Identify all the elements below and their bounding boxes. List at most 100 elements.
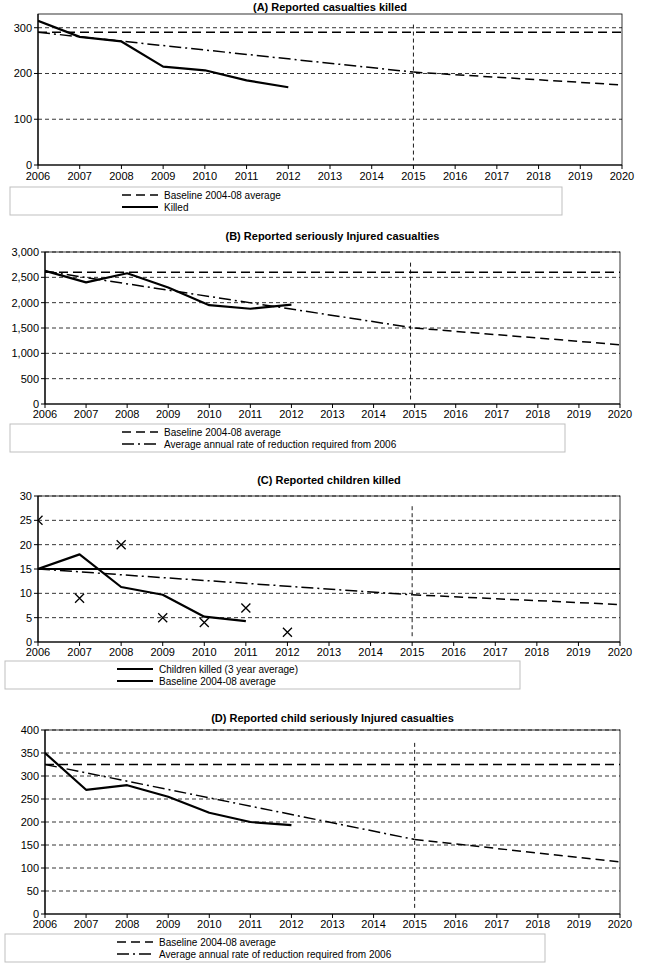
x-tick <box>455 165 456 169</box>
data-line <box>413 72 622 85</box>
plot-area <box>45 743 620 909</box>
y-tick-label: 100 <box>14 113 32 125</box>
grid-line <box>38 569 620 570</box>
x-tick-label: 2016 <box>443 408 467 420</box>
x-tick-label: 2020 <box>610 170 634 182</box>
y-tick-label: 200 <box>14 67 32 79</box>
x-tick <box>538 165 539 169</box>
plot-frame <box>38 14 622 165</box>
x-tick-label: 2014 <box>358 646 382 658</box>
grid-line <box>45 302 620 303</box>
x-tick-label: 2011 <box>235 170 259 182</box>
legend-label: Killed <box>164 202 188 213</box>
chart-panel: (A) Reported casualties killed0100200300… <box>10 1 634 215</box>
y-tick-label: 25 <box>20 514 32 526</box>
x-tick-label: 2018 <box>525 646 549 658</box>
y-tick-label: 300 <box>21 770 39 782</box>
y-axis <box>37 14 38 165</box>
x-tick <box>580 165 581 169</box>
x-tick-label: 2016 <box>443 170 467 182</box>
x-tick-label: 2006 <box>33 918 57 930</box>
legend-symbol <box>117 680 153 682</box>
x-tick <box>79 165 80 169</box>
x-tick-label: 2018 <box>526 918 550 930</box>
legend-label: Baseline 2004-08 average <box>159 676 276 687</box>
x-tick-label: 2011 <box>239 918 263 930</box>
legend-label: Baseline 2004-08 average <box>159 937 276 948</box>
x-tick-label: 2014 <box>361 918 385 930</box>
plot-area <box>45 263 620 400</box>
y-tick-label: 2,500 <box>11 271 39 283</box>
x-tick-label: 2014 <box>361 408 385 420</box>
data-line <box>38 569 412 595</box>
x-tick <box>163 165 164 169</box>
data-line <box>45 765 415 840</box>
y-tick-label: 350 <box>21 747 39 759</box>
reference-line <box>412 506 413 637</box>
data-line <box>45 764 620 766</box>
data-line <box>45 271 291 309</box>
y-tick-label: 30 <box>20 490 32 502</box>
y-tick-label: 150 <box>21 839 39 851</box>
grid-line <box>45 277 620 278</box>
legend: Baseline 2004-08 averageAverage annual r… <box>5 934 545 962</box>
y-tick-label: 250 <box>21 793 39 805</box>
x-tick-label: 2015 <box>401 170 425 182</box>
data-line <box>415 328 620 345</box>
x-tick-label: 2020 <box>608 646 632 658</box>
legend-label: Average annual rate of reduction require… <box>164 439 397 450</box>
x-tick-label: 2017 <box>485 918 509 930</box>
grid-line <box>45 799 620 800</box>
x-tick-label: 2008 <box>109 170 133 182</box>
y-tick-label: 15 <box>20 563 32 575</box>
y-tick-label: 20 <box>20 539 32 551</box>
x-tick <box>413 165 414 169</box>
x-tick-label: 2020 <box>608 918 632 930</box>
legend-box <box>10 187 562 215</box>
x-tick-label: 2010 <box>197 918 221 930</box>
x-tick-label: 2013 <box>320 408 344 420</box>
legend-symbol <box>122 194 158 196</box>
grid-line <box>38 520 620 521</box>
y-axis <box>44 730 45 914</box>
x-tick-label: 2018 <box>526 170 550 182</box>
x-tick <box>38 165 39 169</box>
legend-label: Baseline 2004-08 average <box>164 190 281 201</box>
x-tick-label: 2017 <box>485 408 509 420</box>
x-tick-label: 2009 <box>151 170 175 182</box>
plot-frame <box>38 496 620 642</box>
chart-title: (C) Reported children killed <box>257 474 401 486</box>
legend: Children killed (3 year average)Baseline… <box>5 661 520 689</box>
reference-line <box>410 263 411 400</box>
x-tick-label: 2015 <box>400 646 424 658</box>
chart-panel: (B) Reported seriously Injured casualtie… <box>10 230 632 452</box>
x-tick-label: 2019 <box>567 918 591 930</box>
chart-title: (D) Reported child seriously Injured cas… <box>211 712 454 724</box>
x-tick-label: 2009 <box>150 646 174 658</box>
chart-title: (B) Reported seriously Injured casualtie… <box>226 230 440 242</box>
x-tick-label: 2020 <box>608 408 632 420</box>
y-tick-label: 1,500 <box>11 322 39 334</box>
plot-frame <box>45 252 620 404</box>
figure: (A) Reported casualties killed0100200300… <box>0 0 652 973</box>
data-line <box>38 32 413 72</box>
x-tick-label: 2019 <box>568 170 592 182</box>
legend-symbol <box>117 953 153 955</box>
y-tick-label: 200 <box>21 816 39 828</box>
x-tick-label: 2019 <box>566 646 590 658</box>
data-line <box>38 554 246 621</box>
x-tick-label: 2016 <box>443 918 467 930</box>
plot-area <box>38 21 622 161</box>
grid-line <box>45 753 620 754</box>
data-line <box>45 272 620 274</box>
chart-title: (A) Reported casualties killed <box>253 1 407 13</box>
grid-line <box>45 845 620 846</box>
y-tick-label: 3,000 <box>11 246 39 258</box>
legend-label: Children killed (3 year average) <box>159 664 298 675</box>
data-line <box>45 753 291 825</box>
x-tick-label: 2016 <box>441 646 465 658</box>
x-tick-label: 2010 <box>192 646 216 658</box>
x-tick <box>622 165 623 169</box>
grid-line <box>45 891 620 892</box>
legend-symbol <box>122 206 158 208</box>
